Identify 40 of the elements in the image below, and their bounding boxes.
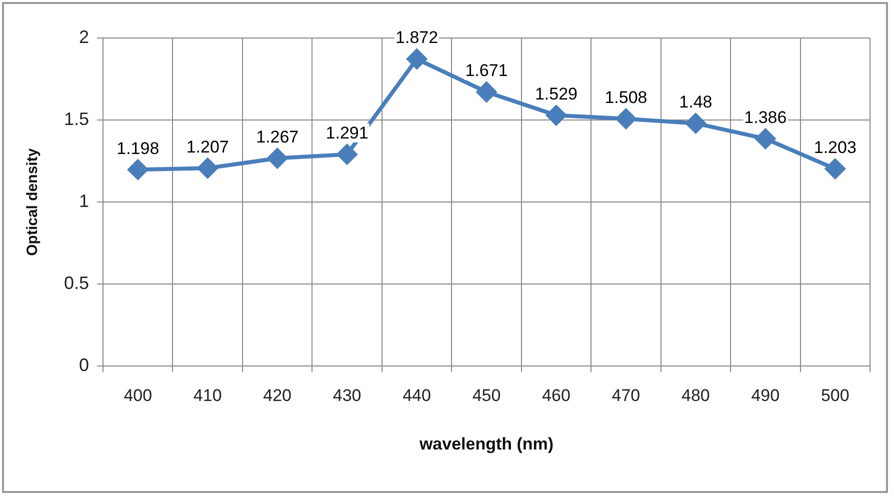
x-tick-label: 490 xyxy=(751,386,780,406)
y-tick-label: 2 xyxy=(79,26,90,47)
point xyxy=(337,144,358,164)
data-label: 1.203 xyxy=(814,138,856,157)
point xyxy=(686,113,706,134)
data-label: 1.267 xyxy=(256,127,299,146)
x-tick-label: 460 xyxy=(542,386,570,406)
x-tick-label: 440 xyxy=(402,386,431,406)
data-label: 1.872 xyxy=(396,28,438,48)
point xyxy=(476,82,497,102)
point xyxy=(825,158,846,179)
data-label: 1.508 xyxy=(604,88,648,107)
x-tick-label: 480 xyxy=(682,386,710,406)
data-label: 1.386 xyxy=(744,108,787,127)
x-tick-label: 470 xyxy=(612,386,640,406)
y-tick-label: 0.5 xyxy=(64,273,90,294)
x-tick-label: 430 xyxy=(332,386,362,406)
point xyxy=(546,105,566,126)
x-tick-label: 400 xyxy=(124,386,152,406)
y-axis-title: Optical density xyxy=(24,148,42,256)
point xyxy=(128,160,148,180)
data-label: 1.671 xyxy=(465,61,508,80)
x-tick-label: 420 xyxy=(263,386,292,406)
y-tick-label: 1 xyxy=(79,191,90,212)
data-label: 1.529 xyxy=(534,84,578,104)
point xyxy=(198,158,218,178)
x-axis-title: wavelength (nm) xyxy=(418,434,554,454)
point xyxy=(406,49,427,70)
x-tick-label: 450 xyxy=(472,386,501,406)
point xyxy=(267,148,288,168)
x-tick-label: 410 xyxy=(193,386,222,406)
data-label: 1.207 xyxy=(186,137,229,156)
y-tick-label: 0 xyxy=(79,355,90,376)
x-tick-label: 500 xyxy=(820,386,850,406)
point xyxy=(755,128,776,149)
data-label: 1.198 xyxy=(116,138,160,158)
data-label: 1.48 xyxy=(679,92,712,112)
point xyxy=(616,108,636,129)
data-label: 1.291 xyxy=(326,124,368,143)
y-tick-label: 1.5 xyxy=(64,109,90,130)
